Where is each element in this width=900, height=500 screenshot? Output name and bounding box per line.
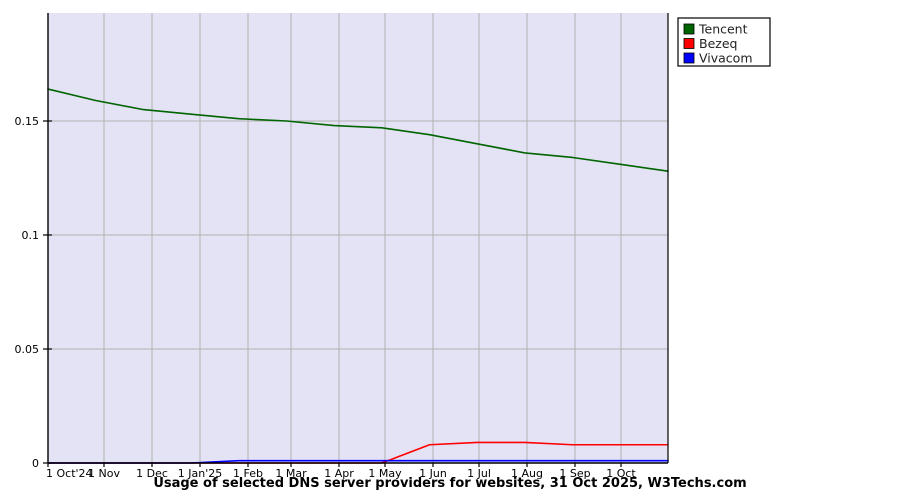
x-tick-label: 1 Oct'24 [46, 467, 93, 480]
y-tick-label: 0.15 [15, 115, 40, 128]
x-tick-label: 1 Jun [419, 467, 447, 480]
x-tick-label: 1 Aug [511, 467, 543, 480]
x-tick-label: 1 Jul [467, 467, 491, 480]
y-tick-label: 0.05 [15, 343, 40, 356]
x-tick-label: 1 Dec [136, 467, 168, 480]
x-tick-label: 1 Nov [88, 467, 120, 480]
legend-swatch-tencent [683, 23, 695, 35]
x-tick-label: 1 Mar [275, 467, 307, 480]
plot-area-background [48, 13, 668, 463]
y-tick-label: 0.1 [22, 229, 40, 242]
y-axis-ticks: 0.15 0.1 0.05 0 [15, 115, 52, 470]
y-tick-label: 0 [32, 457, 39, 470]
x-tick-label: 1 Jan'25 [178, 467, 222, 480]
series-line-tencent [47, 88, 669, 172]
x-tick-label: 1 May [368, 467, 402, 480]
x-tick-label: 1 Apr [324, 467, 354, 480]
x-tick-label: 1 Sep [559, 467, 590, 480]
x-tick-label: 1 Feb [233, 467, 263, 480]
legend-label-bezeq: Bezeq [699, 36, 737, 51]
legend-label-vivacom: Vivacom [699, 51, 753, 66]
legend-swatch-vivacom [683, 52, 695, 64]
x-tick-label: 1 Oct [606, 467, 636, 480]
legend-swatch-bezeq [683, 38, 695, 49]
x-axis-ticks: 1 Oct'241 Nov 1 Dec 1 Jan'25 1 Feb 1 Mar 1 Ap… [46, 463, 636, 480]
gridlines [48, 13, 668, 463]
legend-label-tencent: Tencent [698, 22, 748, 37]
chart-caption: Usage of selected DNS server providers f… [153, 476, 746, 491]
